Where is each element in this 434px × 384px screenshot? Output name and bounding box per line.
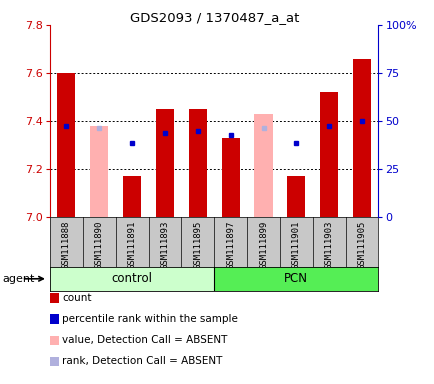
Text: percentile rank within the sample: percentile rank within the sample xyxy=(62,314,237,324)
Text: GSM111893: GSM111893 xyxy=(160,221,169,269)
Text: count: count xyxy=(62,293,92,303)
Text: GSM111899: GSM111899 xyxy=(258,221,267,269)
Text: GSM111905: GSM111905 xyxy=(357,221,366,269)
Text: rank, Detection Call = ABSENT: rank, Detection Call = ABSENT xyxy=(62,356,222,366)
Bar xyxy=(123,176,141,217)
Bar xyxy=(214,267,378,291)
Bar xyxy=(188,109,207,217)
Bar xyxy=(155,109,174,217)
Text: value, Detection Call = ABSENT: value, Detection Call = ABSENT xyxy=(62,335,227,345)
Text: GSM111895: GSM111895 xyxy=(193,221,202,269)
Bar xyxy=(90,126,108,217)
Text: PCN: PCN xyxy=(284,272,308,285)
Title: GDS2093 / 1370487_a_at: GDS2093 / 1370487_a_at xyxy=(129,11,298,24)
Text: agent: agent xyxy=(2,274,34,284)
Bar xyxy=(352,58,370,217)
Bar xyxy=(221,138,239,217)
Bar xyxy=(254,114,272,217)
Text: GSM111890: GSM111890 xyxy=(95,221,104,269)
Text: GSM111888: GSM111888 xyxy=(62,221,71,269)
Bar xyxy=(319,92,338,217)
Text: GSM111901: GSM111901 xyxy=(291,221,300,269)
Text: GSM111897: GSM111897 xyxy=(226,221,235,269)
Text: GSM111891: GSM111891 xyxy=(127,221,136,269)
Bar xyxy=(286,176,305,217)
Text: control: control xyxy=(112,272,152,285)
Text: GSM111903: GSM111903 xyxy=(324,221,333,269)
Bar xyxy=(57,73,76,217)
Bar xyxy=(50,267,214,291)
